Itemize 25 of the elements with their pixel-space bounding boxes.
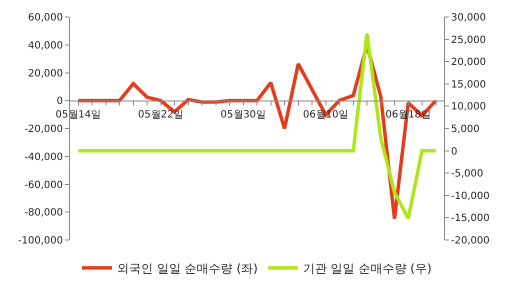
legend-label: 기관 일일 순매수량 (우) [302,262,432,276]
y2-tick-label: -10,000 [451,190,490,202]
x-tick-label: 05월30일 [220,110,266,121]
y2-tick-label: 0 [451,146,458,158]
y2-tick-label: 25,000 [451,34,486,46]
legend-label: 외국인 일일 순매수량 (좌) [117,262,258,276]
y2-tick-label: -5,000 [451,168,484,180]
y-tick-label: 0 [56,96,63,108]
y-tick-label: 60,000 [28,12,63,24]
y2-tick-label: -15,000 [451,213,490,224]
x-tick-label: 05월14일 [56,110,101,121]
y2-tick-label: -20,000 [451,236,490,246]
y-tick-label: -20,000 [24,124,63,135]
y2-tick-label: 5,000 [451,124,480,135]
y2-tick-label: 20,000 [451,57,486,68]
y-tick-label: -60,000 [24,180,63,191]
y-tick-label: 40,000 [28,40,63,52]
y2-tick-label: 10,000 [451,102,486,113]
y-tick-label: -100,000 [18,236,63,246]
y2-tick-label: 15,000 [451,79,486,90]
y2-tick-label: 30,000 [451,12,486,24]
x-tick-label: 05월22일 [138,110,184,121]
y-tick-label: 20,000 [28,68,63,80]
y-tick-label: -80,000 [24,208,63,219]
y-tick-label: -40,000 [24,152,63,163]
